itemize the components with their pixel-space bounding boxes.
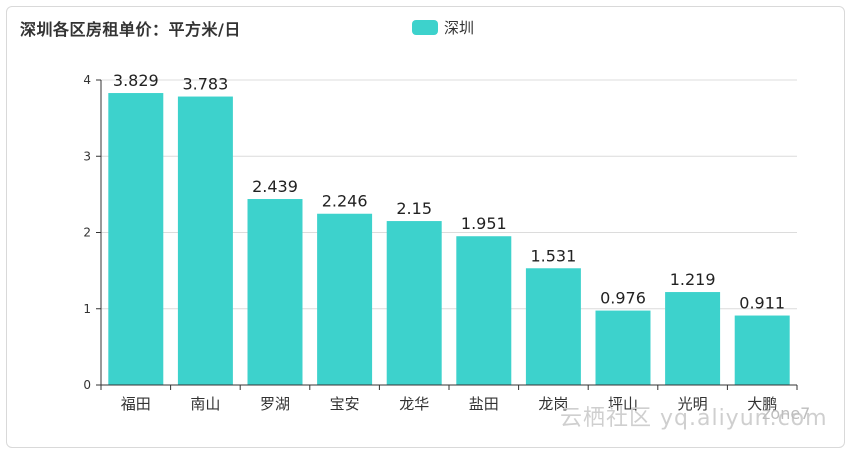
y-tick-label: 3 [83,149,91,163]
chart-title: 深圳各区房租单价：平方米/日 [20,20,241,39]
data-label: 1.219 [670,270,716,289]
x-tick-label: 龙岗 [538,395,568,413]
data-label: 1.531 [530,246,576,265]
bar[interactable] [386,221,442,385]
data-label: 2.246 [322,192,368,211]
y-tick-label: 1 [83,302,91,316]
x-tick-label: 光明 [678,395,708,413]
bar[interactable] [108,93,164,385]
bar[interactable] [247,199,303,385]
watermark-sub: zone7 [762,404,811,423]
bar[interactable] [456,236,512,385]
watermark-text: 云栖社区 yq.aliyun.com [560,406,828,431]
x-tick-label: 盐田 [469,395,499,413]
data-label: 2.15 [396,199,432,218]
data-label: 2.439 [252,177,298,196]
data-label: 0.911 [739,294,785,313]
x-tick-label: 宝安 [330,395,360,413]
y-tick-label: 0 [83,378,91,392]
y-tick-label: 4 [83,73,91,87]
bar[interactable] [595,310,651,385]
bar[interactable] [665,292,721,385]
legend-swatch [412,20,438,35]
bar[interactable] [734,315,790,385]
bar[interactable] [177,96,233,385]
data-label: 3.783 [182,75,228,94]
data-label: 1.951 [461,214,507,233]
x-tick-label: 福田 [121,395,151,413]
bar[interactable] [525,268,581,385]
data-label: 3.829 [113,71,159,90]
x-tick-label: 罗湖 [260,395,290,413]
data-label: 0.976 [600,289,646,308]
legend-label: 深圳 [444,19,475,37]
legend[interactable]: 深圳 [412,17,474,38]
x-tick-label: 南山 [190,395,220,413]
x-tick-label: 大鹏 [747,395,777,413]
bar[interactable] [317,213,373,385]
x-tick-label: 坪山 [608,395,638,413]
y-tick-label: 2 [83,226,91,240]
x-tick-label: 龙华 [399,395,429,413]
